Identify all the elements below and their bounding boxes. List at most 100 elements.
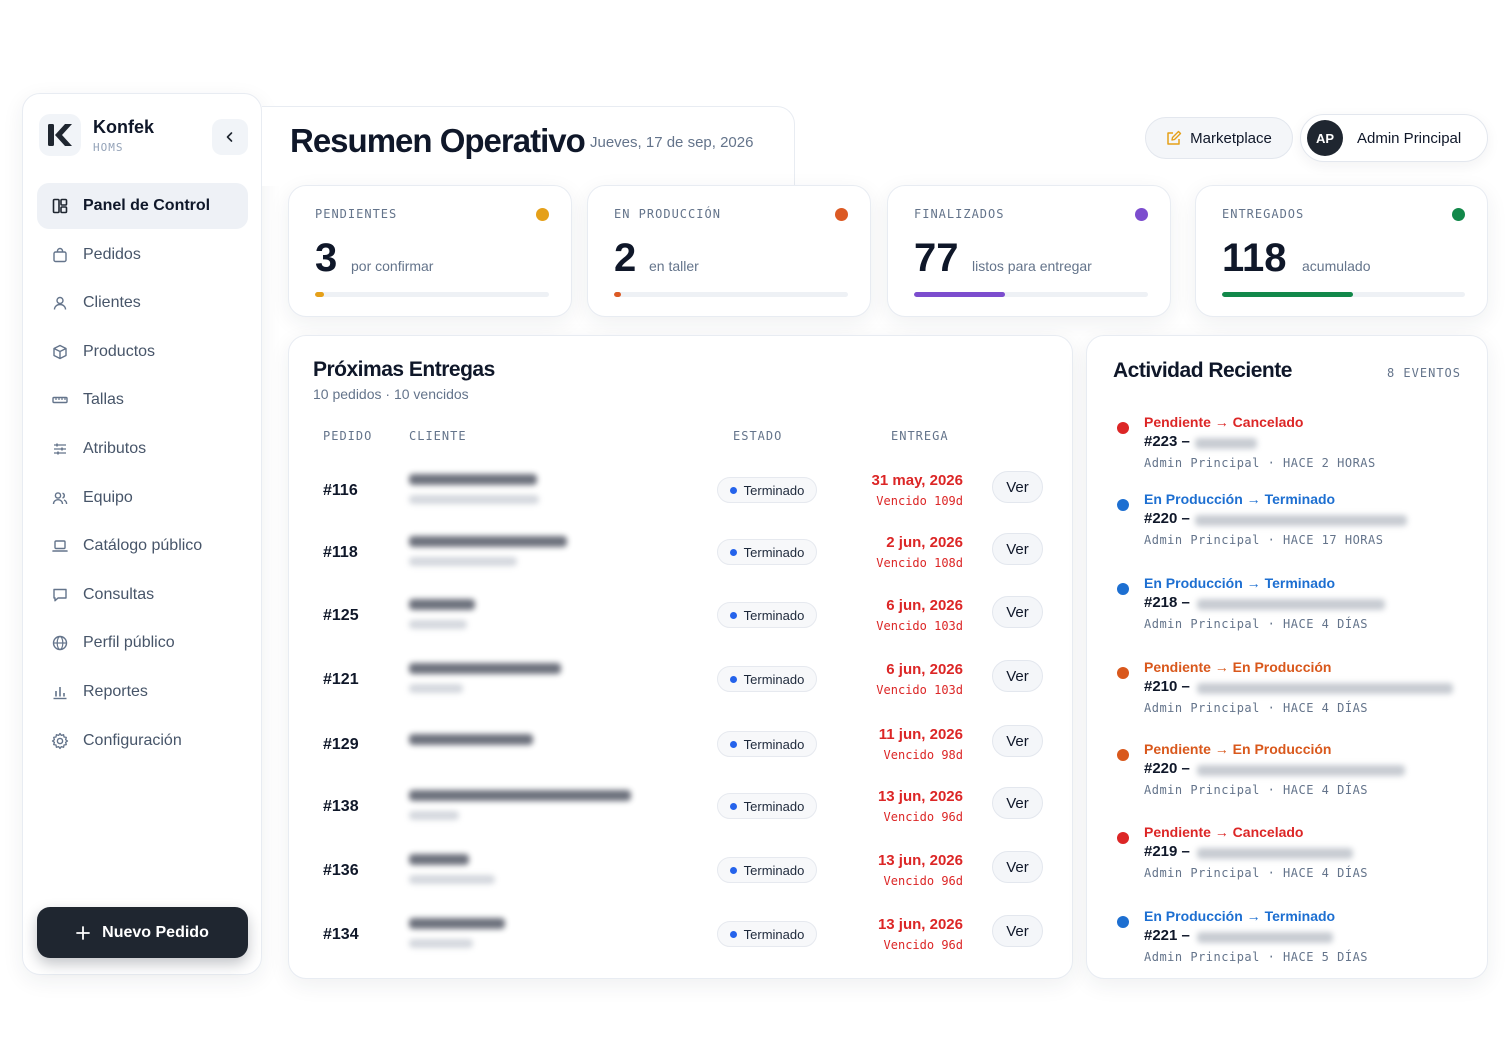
marketplace-button[interactable]: Marketplace: [1145, 117, 1293, 159]
event-order: #218 –: [1144, 594, 1190, 611]
stat-caption: en taller: [649, 258, 699, 274]
sidebar-item-equipo[interactable]: Equipo: [37, 475, 248, 521]
event-meta: Admin Principal · HACE 4 DÍAS: [1144, 701, 1369, 715]
view-order-button[interactable]: Ver: [992, 596, 1043, 628]
sidebar-item-catalogo-publico[interactable]: Catálogo público: [37, 523, 248, 569]
sidebar-item-label: Atributos: [83, 439, 147, 457]
client-name-redacted: [409, 734, 533, 745]
table-row[interactable]: #116 Terminado 31 may, 2026 Vencido 109d…: [289, 464, 1074, 518]
sidebar-item-label: Perfil público: [83, 634, 175, 652]
sidebar-item-tallas[interactable]: Tallas: [37, 377, 248, 423]
collapse-sidebar-button[interactable]: [212, 119, 248, 155]
delivery-date: 6 jun, 2026: [886, 661, 963, 678]
sidebar-item-consultas[interactable]: Consultas: [37, 572, 248, 618]
table-row[interactable]: #125 Terminado 6 jun, 2026 Vencido 103d …: [289, 589, 1074, 643]
upcoming-deliveries-card: Próximas Entregas 10 pedidos · 10 vencid…: [288, 335, 1073, 979]
event-title: Pendiente → En Producción: [1144, 659, 1332, 675]
view-order-button[interactable]: Ver: [992, 725, 1043, 757]
activity-event[interactable]: Pendiente → Cancelado #219 – Admin Princ…: [1087, 824, 1489, 894]
overdue-note: Vencido 103d: [876, 683, 963, 697]
sidebar: Konfek HOMS Panel de Control Pedidos Cli…: [22, 93, 262, 975]
stat-card-en-produccion[interactable]: EN PRODUCCIÓN 2 en taller: [587, 185, 871, 317]
column-header-pedido[interactable]: PEDIDO: [323, 429, 373, 443]
sidebar-item-label: Clientes: [83, 294, 141, 312]
column-header-estado[interactable]: ESTADO: [733, 429, 783, 443]
view-order-button[interactable]: Ver: [992, 660, 1043, 692]
status-label: Terminado: [743, 482, 805, 498]
status-dot: [729, 675, 737, 683]
sidebar-item-panel-de-control[interactable]: Panel de Control: [37, 183, 248, 229]
order-id: #129: [323, 736, 359, 753]
delivery-date: 13 jun, 2026: [877, 852, 963, 869]
view-order-button[interactable]: Ver: [992, 533, 1043, 565]
status-badge: Terminado: [717, 793, 817, 819]
event-meta: Admin Principal · HACE 4 DÍAS: [1144, 866, 1369, 880]
bar-chart-icon: [51, 683, 69, 701]
status-badge: Terminado: [717, 857, 817, 883]
event-meta: Admin Principal · HACE 5 DÍAS: [1144, 950, 1369, 964]
stat-caption: listos para entregar: [972, 258, 1092, 274]
activity-event[interactable]: Pendiente → En Producción #220 – Admin P…: [1087, 741, 1489, 811]
sidebar-item-clientes[interactable]: Clientes: [37, 280, 248, 326]
status-label: Terminado: [743, 671, 805, 687]
activity-event[interactable]: Pendiente → Cancelado #223 – Admin Princ…: [1087, 414, 1489, 484]
sidebar-item-atributos[interactable]: Atributos: [37, 426, 248, 472]
table-row[interactable]: #121 Terminado 6 jun, 2026 Vencido 103d …: [289, 653, 1074, 707]
brand-logo[interactable]: [39, 114, 81, 156]
view-order-button[interactable]: Ver: [992, 915, 1043, 947]
sidebar-item-configuracion[interactable]: Configuración: [37, 718, 248, 764]
sidebar-item-pedidos[interactable]: Pedidos: [37, 232, 248, 278]
sidebar-nav: Panel de Control Pedidos Clientes Produc…: [37, 183, 248, 766]
event-dot: [1117, 667, 1129, 679]
status-dot: [729, 611, 737, 619]
sidebar-item-reportes[interactable]: Reportes: [37, 669, 248, 715]
view-order-button[interactable]: Ver: [992, 851, 1043, 883]
order-id: #138: [323, 798, 359, 815]
activity-event[interactable]: Pendiente → En Producción #210 – Admin P…: [1087, 659, 1489, 729]
sidebar-item-label: Panel de Control: [83, 197, 211, 214]
status-dot: [1452, 208, 1465, 221]
client-name-redacted: [409, 854, 469, 865]
table-row[interactable]: #134 Terminado 13 jun, 2026 Vencido 96d …: [289, 908, 1074, 962]
view-order-button[interactable]: Ver: [992, 471, 1043, 503]
status-dot: [729, 802, 737, 810]
order-id: #118: [323, 544, 358, 561]
stat-card-finalizados[interactable]: FINALIZADOS 77 listos para entregar: [887, 185, 1171, 317]
ruler-icon: [51, 391, 69, 409]
table-row[interactable]: #138 Terminado 13 jun, 2026 Vencido 96d …: [289, 780, 1074, 834]
user-menu[interactable]: AP Admin Principal: [1300, 114, 1488, 162]
activity-event[interactable]: En Producción → Terminado #220 – Admin P…: [1087, 491, 1489, 561]
table-row[interactable]: #136 Terminado 13 jun, 2026 Vencido 96d …: [289, 844, 1074, 898]
column-header-entrega[interactable]: ENTREGA: [891, 429, 949, 443]
event-detail-redacted: [1197, 848, 1353, 859]
event-dot: [1117, 422, 1129, 434]
event-dot: [1117, 916, 1129, 928]
table-row[interactable]: #129 Terminado 11 jun, 2026 Vencido 98d …: [289, 718, 1074, 772]
users-icon: [51, 489, 69, 507]
overdue-note: Vencido 96d: [883, 938, 963, 952]
overdue-note: Vencido 98d: [883, 748, 963, 762]
client-detail-redacted: [409, 875, 495, 884]
activity-event[interactable]: En Producción → Terminado #221 – Admin P…: [1087, 908, 1489, 978]
activity-event[interactable]: En Producción → Terminado #218 – Admin P…: [1087, 575, 1489, 645]
new-order-button[interactable]: Nuevo Pedido: [37, 907, 248, 958]
overdue-note: Vencido 103d: [876, 619, 963, 633]
view-order-button[interactable]: Ver: [992, 787, 1043, 819]
sidebar-item-productos[interactable]: Productos: [37, 329, 248, 375]
event-detail-redacted: [1195, 438, 1257, 449]
stat-card-entregados[interactable]: ENTREGADOS 118 acumulado: [1195, 185, 1488, 317]
stat-label: ENTREGADOS: [1222, 207, 1305, 221]
grid-icon: [51, 197, 69, 215]
overdue-note: Vencido 108d: [876, 556, 963, 570]
progress-fill: [1222, 292, 1354, 297]
user-icon: [51, 294, 69, 312]
sidebar-item-perfil-publico[interactable]: Perfil público: [37, 620, 248, 666]
stat-value: 77: [914, 236, 959, 280]
column-header-cliente[interactable]: CLIENTE: [409, 429, 467, 443]
event-detail-redacted: [1197, 683, 1453, 694]
event-title: En Producción → Terminado: [1144, 575, 1336, 591]
stat-card-pendientes[interactable]: PENDIENTES 3 por confirmar: [288, 185, 572, 317]
table-row[interactable]: #118 Terminado 2 jun, 2026 Vencido 108d …: [289, 526, 1074, 580]
progress-track: [1222, 292, 1465, 297]
status-badge: Terminado: [717, 539, 817, 565]
